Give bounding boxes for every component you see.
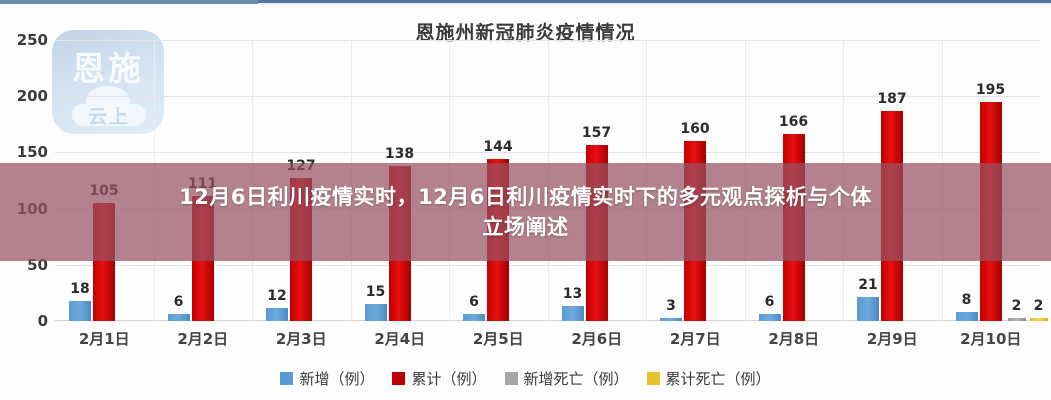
bar-value-label: 6 [764,294,775,311]
legend-item[interactable]: 累计死亡（例） [646,368,771,389]
bar-total-deaths [1029,318,1048,321]
legend-swatch-icon [392,372,406,385]
bar-new-cases [857,297,879,321]
x-axis-tick-label: 2月3日 [275,330,327,348]
bar-new-cases [266,307,288,321]
x-axis-tick-label: 2月9日 [866,330,918,348]
bar-value-label: 15 [365,284,386,301]
x-axis-tick-label: 2月10日 [960,330,1022,348]
bar-value-label: 157 [581,124,612,141]
headline-overlay: 12月6日利川疫情实时，12月6日利川疫情实时下的多元观点探析与个体 立场阐述 [0,163,1051,261]
bar-new-cases [463,314,485,321]
bar-new-cases [364,304,387,321]
bar-value-label: 8 [961,292,972,309]
bar-value-label: 21 [858,277,878,294]
legend-label: 新增（例） [299,370,375,388]
legend-swatch-icon [646,372,660,385]
bar-value-label: 12 [267,287,287,304]
bar-value-label: 18 [70,280,90,297]
x-axis-tick-label: 2月2日 [177,330,229,348]
legend-label: 新增死亡（例） [523,370,629,388]
bar-value-label: 6 [469,294,479,311]
bar-value-label: 13 [562,286,583,303]
x-axis-tick-label: 2月4日 [374,330,426,348]
bar-value-label: 144 [483,139,513,156]
legend-item[interactable]: 累计（例） [392,368,487,389]
bar-value-label: 3 [666,297,676,314]
headline-line-2: 立场阐述 [482,215,569,239]
watermark-brand-label: 恩施 [72,49,144,88]
bar-value-label: 187 [877,90,907,107]
x-axis-tick-label: 2月7日 [669,330,721,348]
y-axis-tick-label: 150 [16,143,48,162]
x-axis-tick-label: 2月5日 [472,330,524,348]
top-accent-strip-secondary [258,0,1051,5]
legend-item[interactable]: 新增死亡（例） [504,368,629,389]
bar-value-label: 6 [173,294,184,311]
bar-new-deaths [1007,318,1026,321]
bar-value-label: 2 [1033,298,1044,314]
bar-value-label: 195 [975,81,1006,98]
legend-swatch-icon [504,372,518,385]
y-axis-tick-label: 200 [16,87,48,106]
x-axis-tick-label: 2月6日 [571,330,623,348]
x-axis-tick-label: 2月8日 [768,330,820,348]
headline-line-1: 12月6日利川疫情实时，12月6日利川疫情实时下的多元观点探析与个体 [179,185,872,209]
legend-swatch-icon [280,372,294,385]
bar-value-label: 160 [680,121,710,138]
bar-new-cases [69,300,91,321]
x-axis-tick-label: 2月1日 [78,330,130,348]
cloud-icon [72,86,146,126]
bar-new-cases [561,306,584,321]
legend-label: 累计死亡（例） [665,370,771,388]
y-axis-tick-label: 0 [37,312,48,330]
chart-legend: 新增（例） 累计（例） 新增死亡（例） 累计死亡（例） [0,368,1051,389]
watermark-logo: 恩施 云上 [52,30,164,134]
legend-label: 累计（例） [411,370,487,388]
bar-new-cases [660,317,682,321]
chart-title: 恩施州新冠肺炎疫情情况 [415,22,636,44]
bar-new-cases [167,314,190,321]
bar-value-label: 2 [1011,298,1022,314]
bar-value-label: 138 [384,145,415,162]
watermark-sub-label: 云上 [87,106,130,128]
bar-new-cases [758,314,781,321]
bar-value-label: 166 [778,114,809,131]
bar-new-cases [955,312,978,321]
legend-item[interactable]: 新增（例） [280,368,374,389]
y-axis-tick-label: 250 [16,31,48,49]
